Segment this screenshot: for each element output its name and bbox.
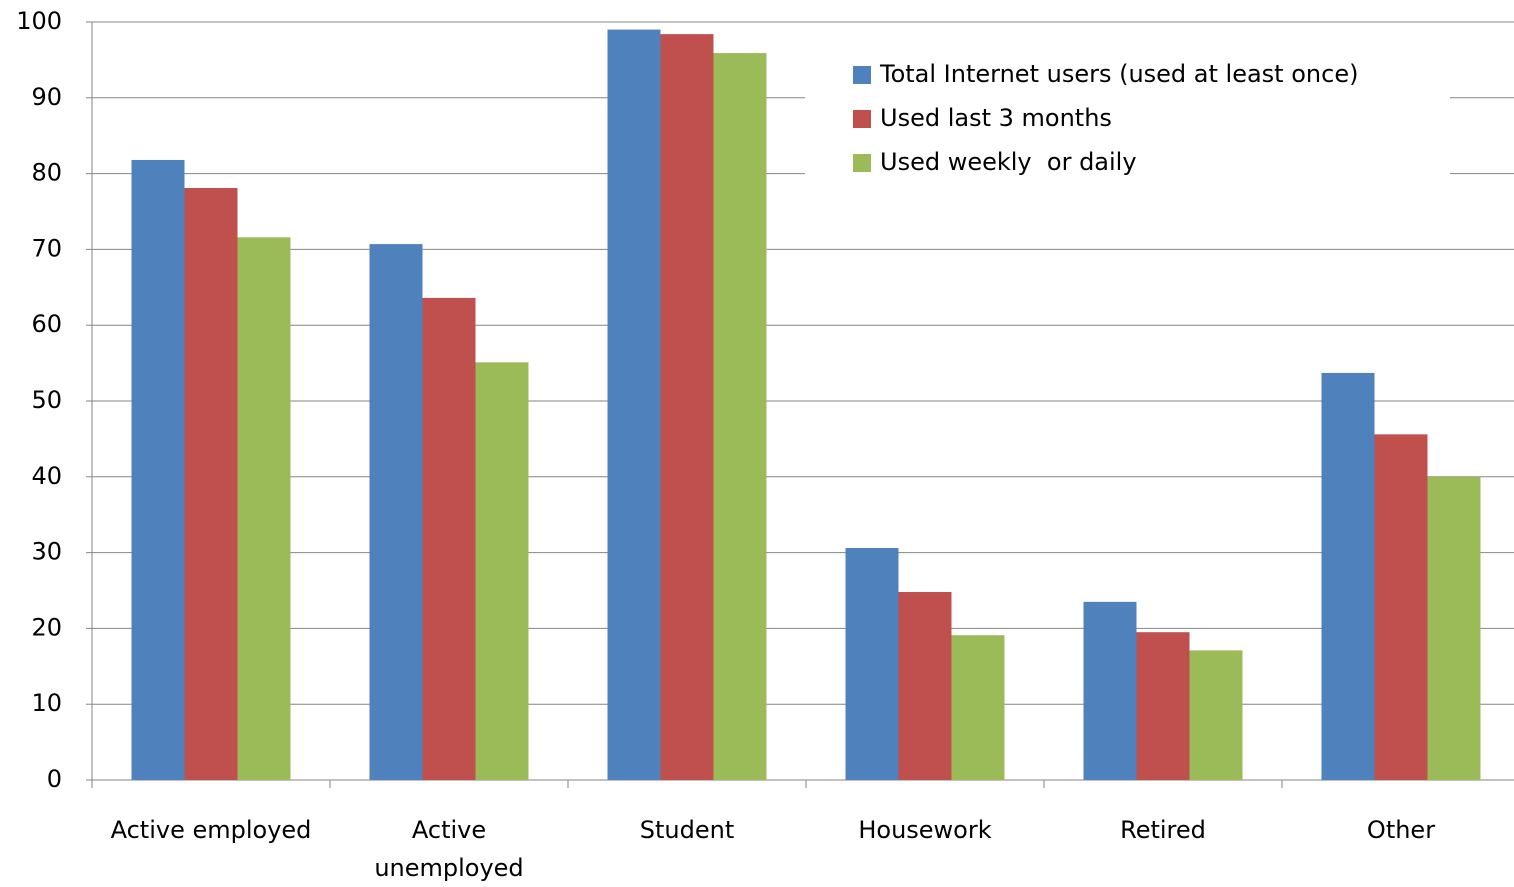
y-tick-label: 50 — [31, 386, 62, 414]
legend-swatch — [853, 66, 871, 84]
legend-label: Used weekly or daily — [880, 148, 1137, 176]
bar — [475, 362, 529, 780]
bar — [607, 29, 661, 780]
bar — [1427, 476, 1481, 780]
legend-swatch — [853, 154, 871, 172]
y-tick-label: 20 — [31, 613, 62, 641]
x-tick-label: Other — [1366, 816, 1436, 844]
legend-label: Used last 3 months — [880, 104, 1112, 132]
y-tick-label: 40 — [31, 462, 62, 490]
x-tick-label: Housework — [858, 816, 992, 844]
bar — [1189, 650, 1243, 780]
bar — [184, 188, 238, 780]
bar — [1136, 632, 1190, 780]
y-tick-label: 80 — [31, 159, 62, 187]
bar — [131, 159, 185, 780]
bar — [1321, 372, 1375, 780]
legend-swatch — [853, 110, 871, 128]
legend-label: Total Internet users (used at least once… — [879, 60, 1358, 88]
bar — [713, 53, 767, 780]
bar — [898, 592, 952, 780]
y-tick-label: 30 — [31, 538, 62, 566]
x-tick-label: Retired — [1120, 816, 1206, 844]
x-tick-label: Active unemployed — [374, 816, 524, 882]
y-tick-label: 100 — [16, 7, 62, 35]
y-tick-label: 0 — [47, 765, 62, 793]
bar — [369, 244, 423, 780]
bar — [951, 635, 1005, 780]
bar — [1374, 434, 1428, 780]
y-tick-label: 10 — [31, 689, 62, 717]
x-tick-label: Student — [639, 816, 735, 844]
legend-box — [805, 50, 1450, 185]
y-tick-label: 60 — [31, 310, 62, 338]
y-tick-label: 70 — [31, 234, 62, 262]
y-tick-label: 90 — [31, 83, 62, 111]
bar — [1083, 601, 1137, 780]
bar — [422, 297, 476, 780]
bar — [845, 548, 899, 780]
bar — [237, 237, 291, 781]
x-tick-label: Active employed — [110, 816, 312, 844]
bar — [660, 34, 714, 781]
